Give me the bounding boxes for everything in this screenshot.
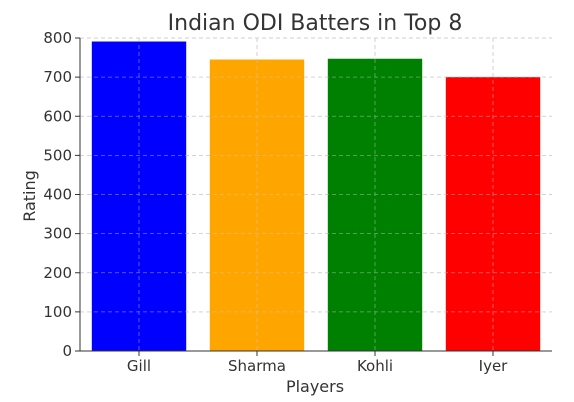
bar-kohli bbox=[327, 58, 423, 352]
y-tick-label: 400 bbox=[43, 186, 72, 204]
y-tick-label: 0 bbox=[62, 342, 72, 360]
y-tick-label: 100 bbox=[43, 303, 72, 321]
ticks-layer: 0 100 200 300 400 500 600 700 800 Gill Sharma Kohli… bbox=[43, 29, 508, 375]
x-axis-label: Players bbox=[286, 377, 344, 396]
y-tick-label: 800 bbox=[43, 29, 72, 47]
bars-layer bbox=[91, 41, 541, 352]
x-tick-label-iyer: Iyer bbox=[479, 357, 509, 375]
y-tick-label: 500 bbox=[43, 146, 72, 164]
y-tick-label: 200 bbox=[43, 264, 72, 282]
x-tick-label-gill: Gill bbox=[127, 357, 151, 375]
y-tick-label: 300 bbox=[43, 225, 72, 243]
x-tick-label-sharma: Sharma bbox=[228, 357, 286, 375]
x-tick-label-kohli: Kohli bbox=[357, 357, 393, 375]
chart-title: Indian ODI Batters in Top 8 bbox=[168, 11, 463, 36]
y-tick-label: 600 bbox=[43, 107, 72, 125]
y-axis-label: Rating bbox=[20, 170, 39, 222]
grid-overlay bbox=[80, 37, 552, 352]
y-tick-label: 700 bbox=[43, 68, 72, 86]
